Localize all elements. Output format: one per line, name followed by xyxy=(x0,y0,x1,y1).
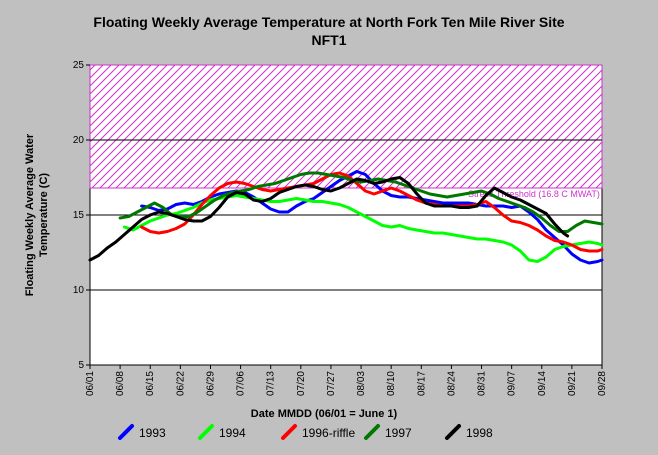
y-tick-label: 15 xyxy=(73,210,85,221)
series-layer xyxy=(88,170,604,265)
chart-title: Floating Weekly Average Temperature at N… xyxy=(93,14,564,30)
legend-swatch xyxy=(118,424,134,440)
x-tick-label: 07/20 xyxy=(296,371,307,396)
series-line-1997 xyxy=(118,171,604,233)
x-tick-label: 09/07 xyxy=(507,371,518,396)
y-axis-ticks: 5 10 15 20 25 xyxy=(73,60,90,371)
x-tick-label: 07/13 xyxy=(266,371,277,396)
x-tick-label: 06/22 xyxy=(175,371,186,396)
x-tick-label: 08/10 xyxy=(386,371,397,396)
legend-label: 1998 xyxy=(466,426,493,440)
x-tick-label: 09/28 xyxy=(597,371,608,396)
chart-subtitle: NFT1 xyxy=(312,32,347,48)
x-tick-label: 08/31 xyxy=(477,371,488,396)
plot-area: Stress Threshold (16.8 C MWAT) xyxy=(88,64,604,366)
x-tick-label: 09/21 xyxy=(567,371,578,396)
x-axis-ticks: 06/01 06/08 06/15 06/22 06/29 07/06 07/13 07/20… xyxy=(85,365,608,396)
x-tick-label: 06/29 xyxy=(205,371,216,396)
y-tick-label: 25 xyxy=(73,60,85,71)
stress-zone xyxy=(89,64,603,189)
legend-swatch xyxy=(198,424,214,440)
legend-item-1993: 1993 xyxy=(118,424,166,440)
legend-label: 1993 xyxy=(139,426,166,440)
y-tick-label: 20 xyxy=(73,135,85,146)
legend-item-1997: 1997 xyxy=(364,424,412,440)
legend-label: 1997 xyxy=(385,426,412,440)
legend-item-1998: 1998 xyxy=(445,424,493,440)
legend-swatch xyxy=(364,424,380,440)
x-tick-label: 08/17 xyxy=(416,371,427,396)
y-tick-label: 10 xyxy=(73,285,85,296)
x-tick-label: 07/06 xyxy=(236,371,247,396)
legend-item-1996-riffle: 1996-riffle xyxy=(281,424,355,440)
x-tick-label: 08/24 xyxy=(446,371,457,396)
y-axis-label-line2: Temperature (C) xyxy=(38,173,50,257)
legend-item-1994: 1994 xyxy=(198,424,246,440)
x-axis-label: Date MMDD (06/01 = June 1) xyxy=(251,408,398,420)
stress-threshold-label: Stress Threshold (16.8 C MWAT) xyxy=(468,189,600,199)
y-tick-label: 5 xyxy=(78,360,84,371)
x-tick-label: 07/27 xyxy=(326,371,337,396)
legend-label: 1996-riffle xyxy=(302,426,355,440)
legend: 1993 1994 1996-riffle 1997 1998 xyxy=(118,424,493,440)
legend-swatch xyxy=(445,424,461,440)
series-line-1998 xyxy=(88,176,570,262)
legend-swatch xyxy=(281,424,297,440)
x-tick-label: 06/15 xyxy=(145,371,156,396)
y-axis-label-line1: Floating Weekly Average Water xyxy=(24,133,36,296)
legend-label: 1994 xyxy=(219,426,246,440)
x-tick-label: 08/03 xyxy=(356,371,367,396)
x-tick-label: 06/01 xyxy=(85,371,96,396)
x-tick-label: 06/08 xyxy=(115,371,126,396)
series-line-1996-riffle xyxy=(140,171,604,253)
x-tick-label: 09/14 xyxy=(537,371,548,396)
